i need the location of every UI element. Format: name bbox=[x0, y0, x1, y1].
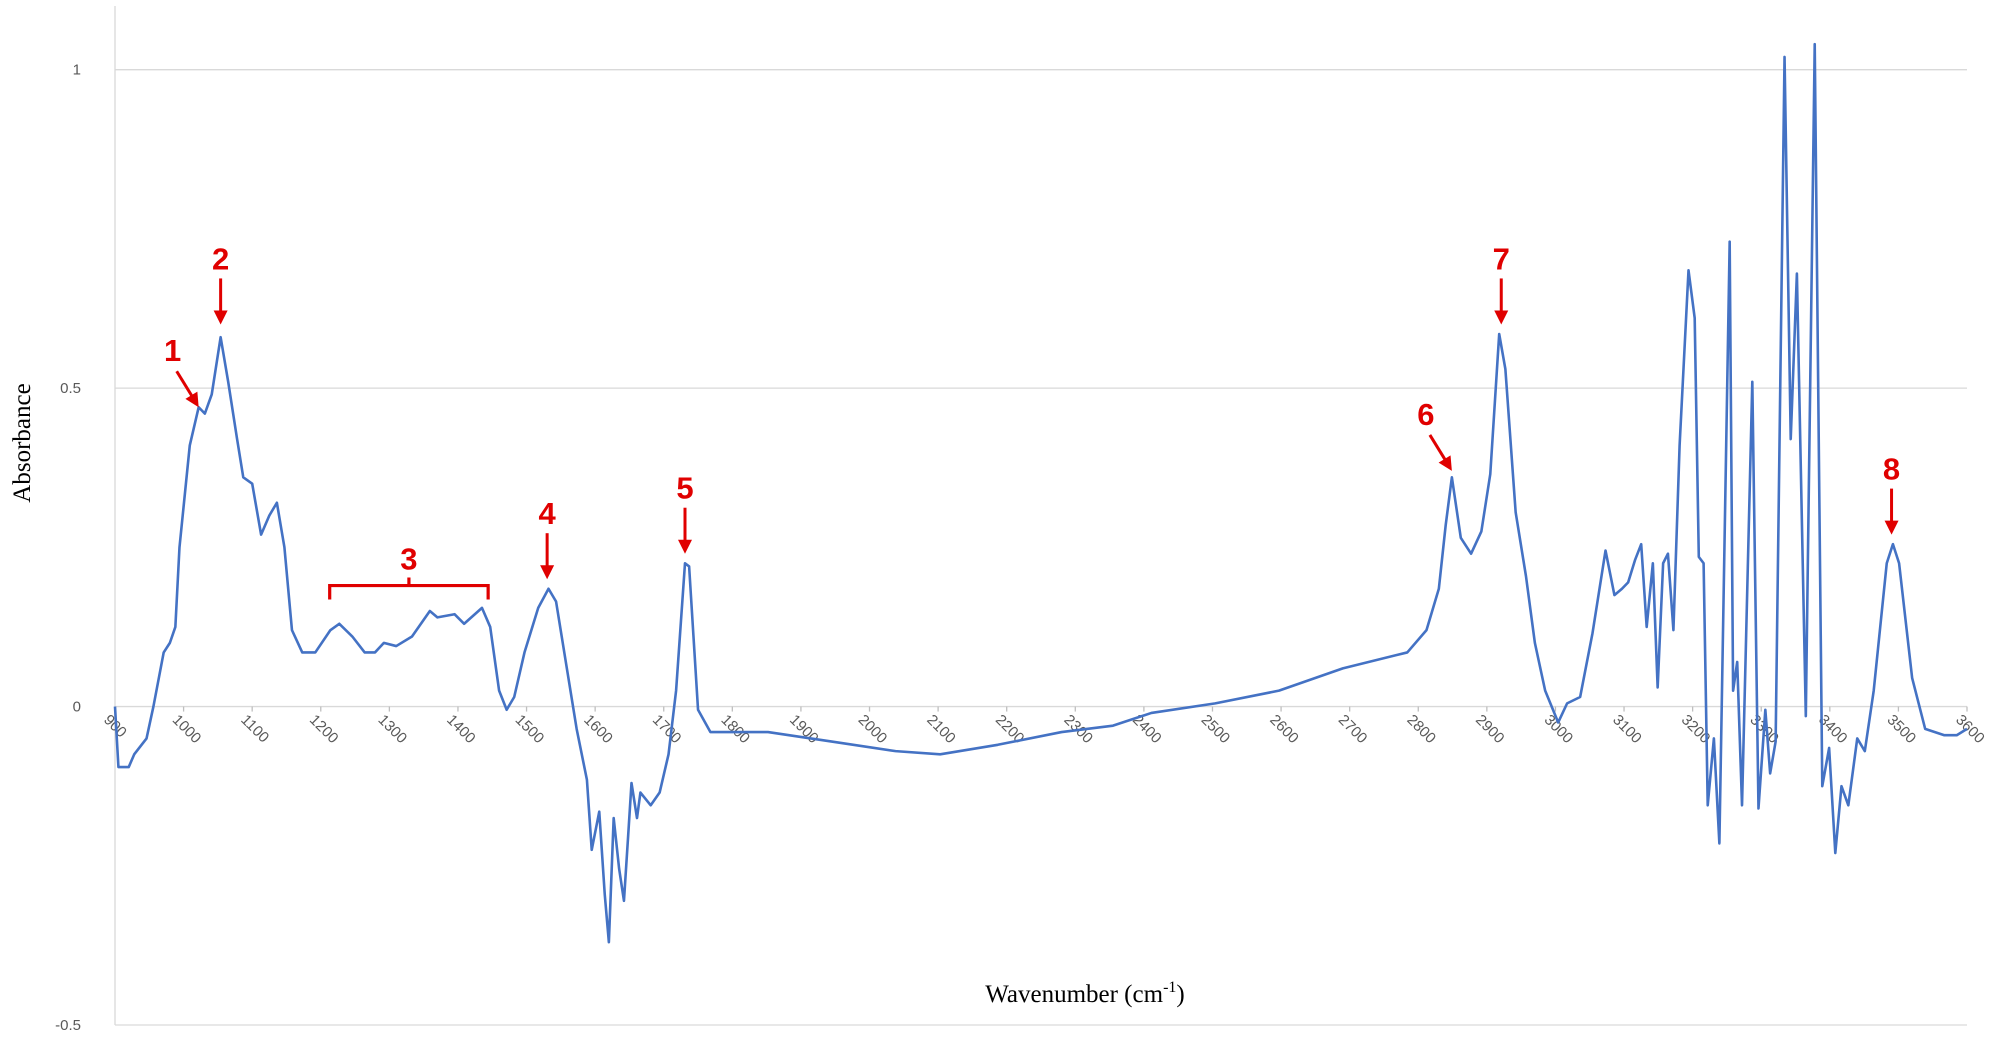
annotation-label: 8 bbox=[1883, 452, 1900, 487]
x-tick-label: 2500 bbox=[1198, 711, 1234, 747]
x-tick-label: 1900 bbox=[786, 711, 822, 747]
arrow-head bbox=[1494, 310, 1509, 325]
y-tick-label: 0 bbox=[73, 699, 81, 716]
x-tick-label: 1500 bbox=[512, 711, 548, 747]
x-tick-label: 1700 bbox=[649, 711, 685, 747]
arrow-head bbox=[540, 565, 555, 580]
y-tick-label: 1 bbox=[73, 62, 81, 79]
annotation-label: 7 bbox=[1493, 241, 1510, 276]
x-tick-label: 2900 bbox=[1472, 711, 1508, 747]
arrow-shaft bbox=[175, 370, 194, 399]
x-tick-label: 2600 bbox=[1266, 711, 1302, 747]
x-tick-label: 2800 bbox=[1403, 711, 1439, 747]
x-tick-label: 1300 bbox=[375, 711, 411, 747]
x-axis-label-sup: -1 bbox=[1163, 979, 1176, 996]
annotation-label: 3 bbox=[400, 542, 417, 577]
x-axis-label-main: Wavenumber (cm bbox=[985, 981, 1163, 1008]
x-tick-label: 3000 bbox=[1541, 711, 1577, 747]
x-tick-label: 3200 bbox=[1678, 711, 1714, 747]
bracket bbox=[328, 577, 490, 600]
x-tick-label: 1600 bbox=[580, 711, 616, 747]
x-tick-label: 2000 bbox=[855, 711, 891, 747]
x-tick-label: 1400 bbox=[443, 711, 479, 747]
x-tick-label: 2700 bbox=[1335, 711, 1371, 747]
x-tick-label: 2100 bbox=[923, 711, 959, 747]
arrow-head bbox=[1884, 520, 1899, 535]
x-tick-label: 3100 bbox=[1609, 711, 1645, 747]
x-tick-label: 1000 bbox=[169, 711, 205, 747]
annotation-label: 1 bbox=[164, 333, 181, 368]
arrow-head bbox=[1438, 455, 1452, 471]
x-tick-label: 1800 bbox=[718, 711, 754, 747]
x-tick-label: 2400 bbox=[1129, 711, 1165, 747]
x-tick-label: 1100 bbox=[237, 711, 272, 746]
annotation-label: 4 bbox=[539, 496, 557, 531]
arrow-shaft bbox=[1428, 434, 1448, 462]
x-tick-label: 3600 bbox=[1952, 711, 1988, 747]
annotation-label: 5 bbox=[676, 471, 693, 506]
x-tick-label: 3500 bbox=[1884, 711, 1920, 747]
spectrum-line bbox=[113, 42, 1968, 944]
y-axis-label: Absorbance bbox=[9, 383, 36, 502]
x-axis-label: Wavenumber (cm-1) bbox=[985, 979, 1184, 1008]
x-tick-label: 1200 bbox=[306, 711, 342, 747]
y-tick-label: 0.5 bbox=[60, 380, 81, 397]
arrow-head bbox=[185, 391, 199, 408]
y-tick-label: -0.5 bbox=[55, 1017, 81, 1034]
arrow-head bbox=[678, 539, 693, 554]
arrow-head bbox=[213, 310, 228, 325]
annotation-label: 6 bbox=[1417, 397, 1434, 432]
annotation-label: 2 bbox=[212, 241, 229, 276]
x-axis-label-end: ) bbox=[1176, 981, 1184, 1008]
